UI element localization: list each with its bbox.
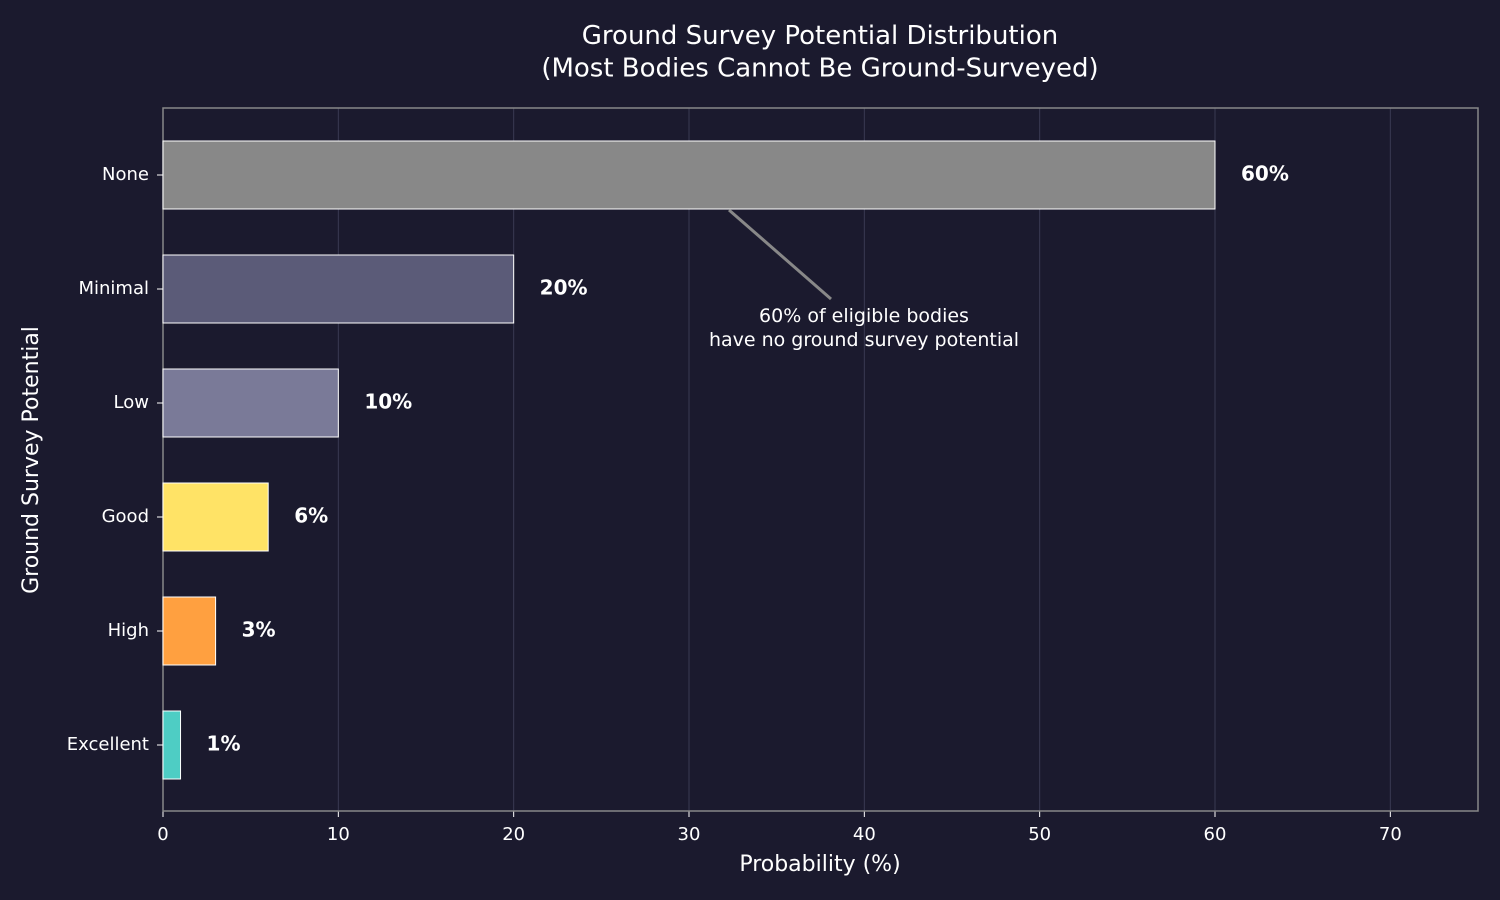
y-tick-label: Excellent xyxy=(67,734,149,755)
plot-border xyxy=(162,107,1479,812)
chart-title: Ground Survey Potential Distribution (Mos… xyxy=(541,20,1098,83)
y-tick-label: None xyxy=(102,164,149,185)
x-tick-label: 60 xyxy=(1204,824,1227,845)
bar xyxy=(162,140,1216,210)
bar xyxy=(162,254,515,324)
value-label: 10% xyxy=(364,390,412,414)
x-tick-label: 30 xyxy=(678,824,701,845)
x-tick-label: 70 xyxy=(1379,824,1402,845)
value-label: 1% xyxy=(207,732,241,756)
x-tick-label: 50 xyxy=(1028,824,1051,845)
y-tick-label: High xyxy=(108,620,149,641)
x-tick-label: 0 xyxy=(157,824,168,845)
y-tick-label: Low xyxy=(114,392,149,413)
annotation-arrow xyxy=(728,208,832,301)
value-label: 6% xyxy=(294,504,328,528)
x-tick-label: 10 xyxy=(327,824,350,845)
y-axis-label: Ground Survey Potential xyxy=(19,326,44,594)
x-axis-label: Probability (%) xyxy=(739,852,900,877)
x-tick-label: 40 xyxy=(853,824,876,845)
bar xyxy=(162,596,217,666)
value-label: 3% xyxy=(242,618,276,642)
bar xyxy=(162,368,339,438)
y-tick-label: Minimal xyxy=(78,278,149,299)
x-tick-label: 20 xyxy=(502,824,525,845)
annotation: 60% of eligible bodies have no ground sur… xyxy=(709,305,1019,351)
bar xyxy=(162,482,269,552)
value-label: 60% xyxy=(1241,162,1289,186)
value-label: 20% xyxy=(540,276,588,300)
y-tick-label: Good xyxy=(102,506,149,527)
bar xyxy=(162,710,182,780)
